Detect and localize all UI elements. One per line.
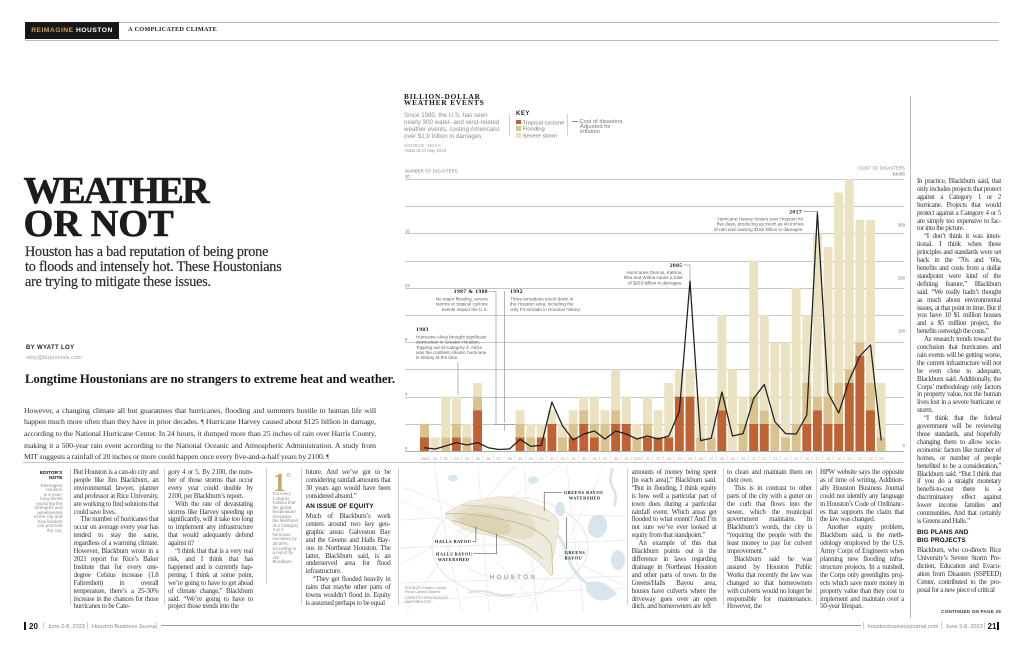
svg-text:'04: '04 xyxy=(677,457,682,461)
svg-text:storms or tropical cyclone: storms or tropical cyclone xyxy=(436,302,489,307)
svg-text:'98: '98 xyxy=(613,457,618,461)
svg-text:'14: '14 xyxy=(783,457,788,461)
svg-text:16: 16 xyxy=(405,228,410,233)
svg-text:1992: 1992 xyxy=(510,289,523,295)
svg-text:'92: '92 xyxy=(550,457,555,461)
svg-text:NUMBER OF DISASTERS: NUMBER OF DISASTERS xyxy=(405,168,458,173)
svg-text:'22: '22 xyxy=(868,457,873,461)
svg-text:'18: '18 xyxy=(826,457,831,461)
svg-text:'90: '90 xyxy=(528,457,533,461)
svg-text:1980: 1980 xyxy=(421,457,429,461)
svg-text:'84: '84 xyxy=(465,457,470,461)
svg-text:2000: 2000 xyxy=(633,457,641,461)
svg-text:GREENS BAYOU: GREENS BAYOU xyxy=(564,490,604,495)
svg-text:'06: '06 xyxy=(698,457,703,461)
svg-text:'12: '12 xyxy=(762,457,767,461)
svg-text:'89: '89 xyxy=(518,457,523,461)
svg-text:4: 4 xyxy=(405,392,408,397)
svg-text:BAYOU: BAYOU xyxy=(565,556,583,561)
svg-text:of $253 billion in damages.: of $253 billion in damages. xyxy=(628,280,683,285)
svg-text:Flood Control District: Flood Control District xyxy=(405,590,441,594)
svg-text:Hurricane Alicia brought signi: Hurricane Alicia brought significant xyxy=(416,335,487,340)
svg-text:'10: '10 xyxy=(741,457,746,461)
svg-text:1983: 1983 xyxy=(416,327,429,333)
svg-text:only F4 tornado in Houston his: only F4 tornado in Houston history. xyxy=(510,307,581,312)
svg-text:100: 100 xyxy=(898,329,906,334)
svg-text:WATERSHED: WATERSHED xyxy=(438,557,470,562)
svg-text:'95: '95 xyxy=(582,457,587,461)
svg-text:five days, producing as much a: five days, producing as much as 40 inche… xyxy=(717,222,804,227)
svg-text:Hurricane Harvey hovers over H: Hurricane Harvey hovers over Houston for xyxy=(717,217,804,222)
svg-text:1987 & 1988: 1987 & 1988 xyxy=(454,289,488,295)
svg-text:No major flooding, severe: No major flooding, severe xyxy=(436,297,489,302)
svg-text:'09: '09 xyxy=(730,457,735,461)
svg-text:12: 12 xyxy=(405,283,410,288)
svg-text:'87: '87 xyxy=(497,457,502,461)
svg-text:'08: '08 xyxy=(720,457,725,461)
svg-text:'19: '19 xyxy=(836,457,841,461)
svg-text:'99: '99 xyxy=(624,457,629,461)
svg-text:'16: '16 xyxy=(805,457,810,461)
svg-text:'05: '05 xyxy=(688,457,693,461)
svg-text:'83: '83 xyxy=(454,457,459,461)
svg-text:'94: '94 xyxy=(571,457,576,461)
svg-text:0: 0 xyxy=(903,443,906,448)
svg-text:'86: '86 xyxy=(486,457,491,461)
svg-text:2005: 2005 xyxy=(670,263,683,269)
svg-text:SOURCE: Harris County: SOURCE: Harris County xyxy=(405,586,447,590)
svg-text:'07: '07 xyxy=(709,457,714,461)
svg-text:Rita and Wilma cause a total: Rita and Wilma cause a total xyxy=(624,275,682,280)
svg-text:the Houston area, including th: the Houston area, including the xyxy=(510,302,574,307)
svg-text:'91: '91 xyxy=(539,457,544,461)
svg-text:WATERSHED: WATERSHED xyxy=(569,496,601,501)
svg-text:'97: '97 xyxy=(603,457,608,461)
svg-text:20: 20 xyxy=(405,174,410,179)
svg-text:GREENS: GREENS xyxy=(565,550,586,555)
svg-text:events impact the U.S.: events impact the U.S. xyxy=(442,307,488,312)
svg-text:MAPCREATOR: MAPCREATOR xyxy=(405,600,432,604)
svg-text:Hurricanes Dennis, Katrina,: Hurricanes Dennis, Katrina, xyxy=(626,270,682,275)
svg-text:Three tornadoes touch down in: Three tornadoes touch down in xyxy=(510,297,574,302)
svg-text:destruction in Greater Houston: destruction in Greater Houston. xyxy=(416,340,480,345)
svg-text:'11: '11 xyxy=(752,457,756,461)
svg-text:'82: '82 xyxy=(443,457,448,461)
svg-text:'96: '96 xyxy=(592,457,597,461)
svg-text:'81: '81 xyxy=(433,457,438,461)
svg-text:'21: '21 xyxy=(858,457,863,461)
svg-text:300: 300 xyxy=(898,223,906,228)
svg-text:'03: '03 xyxy=(667,457,672,461)
svg-text:'20: '20 xyxy=(847,457,852,461)
svg-text:200: 200 xyxy=(898,276,906,281)
svg-text:of rain and causing $152 billi: of rain and causing $152 billion in dama… xyxy=(714,227,804,232)
svg-text:'02: '02 xyxy=(656,457,661,461)
svg-text:'85: '85 xyxy=(475,457,480,461)
svg-text:'93: '93 xyxy=(560,457,565,461)
svg-text:in history at the time.: in history at the time. xyxy=(416,355,458,360)
svg-text:0: 0 xyxy=(405,446,408,451)
svg-text:2017: 2017 xyxy=(789,210,802,216)
svg-text:'13: '13 xyxy=(773,457,778,461)
svg-text:'23*: '23* xyxy=(878,457,885,461)
svg-text:COST OF DISASTERS: COST OF DISASTERS xyxy=(859,165,905,170)
svg-text:HALLS BAYOU: HALLS BAYOU xyxy=(436,552,473,557)
svg-text:'17: '17 xyxy=(815,457,820,461)
svg-text:$400B: $400B xyxy=(893,172,906,177)
svg-text:HALLS BAYOU: HALLS BAYOU xyxy=(435,539,472,544)
svg-text:8: 8 xyxy=(405,337,408,342)
svg-text:was the costliest Atlantic hur: was the costliest Atlantic hurricane xyxy=(416,350,487,355)
svg-text:'01: '01 xyxy=(645,457,650,461)
svg-text:HOUSTON: HOUSTON xyxy=(490,574,538,581)
svg-text:'88: '88 xyxy=(507,457,512,461)
svg-text:Topping out at Category 3, Ali: Topping out at Category 3, Alicia xyxy=(416,345,482,350)
svg-text:'15: '15 xyxy=(794,457,799,461)
svg-text:CARE PETERSON/ACBJ;: CARE PETERSON/ACBJ; xyxy=(405,596,449,600)
